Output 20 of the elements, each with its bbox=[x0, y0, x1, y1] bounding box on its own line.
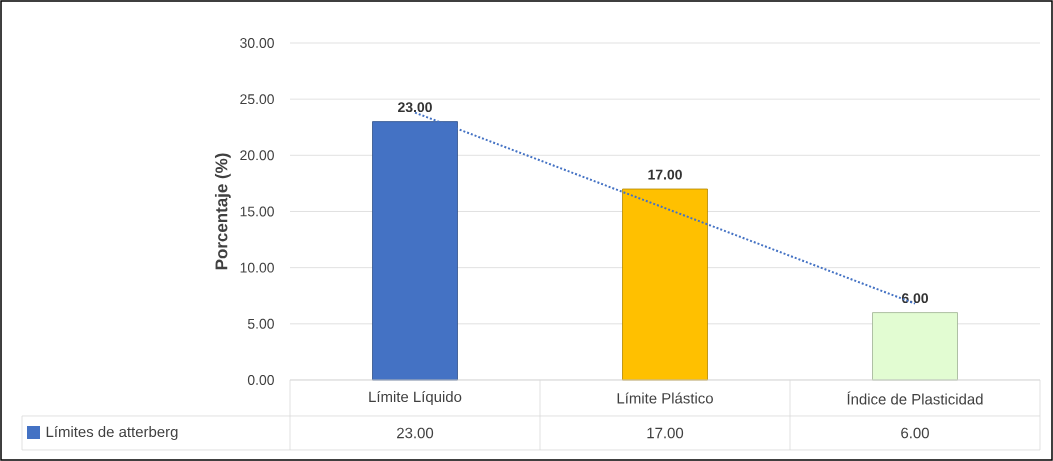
bar bbox=[872, 312, 958, 381]
x-tick-label: Índice de Plasticidad bbox=[847, 391, 983, 405]
legend-label: Límites de atterberg bbox=[46, 425, 178, 441]
x-tick-label: Límite Plástico bbox=[617, 392, 713, 404]
y-tick-label: 0.00 bbox=[247, 375, 274, 385]
y-tick-label: 30.00 bbox=[240, 38, 274, 48]
y-tick-label: 25.00 bbox=[240, 94, 274, 105]
y-tick-label: 10.00 bbox=[240, 262, 274, 273]
data-label: 23.00 bbox=[397, 427, 434, 439]
text: 6.00 bbox=[901, 293, 929, 304]
data-label: 6.00 bbox=[901, 427, 929, 439]
y-tick-label: 15.00 bbox=[240, 206, 274, 217]
bar bbox=[622, 188, 708, 381]
x-tick-label: Límite Líquido bbox=[369, 390, 462, 406]
text: 23.00 bbox=[398, 102, 432, 113]
y-tick-label: 5.00 bbox=[247, 318, 274, 329]
y-axis-title: Porcentaje (%) bbox=[214, 153, 231, 270]
data-label: 17.00 bbox=[647, 427, 684, 439]
text: 17.00 bbox=[648, 169, 682, 180]
y-tick-label: 20.00 bbox=[240, 150, 274, 161]
